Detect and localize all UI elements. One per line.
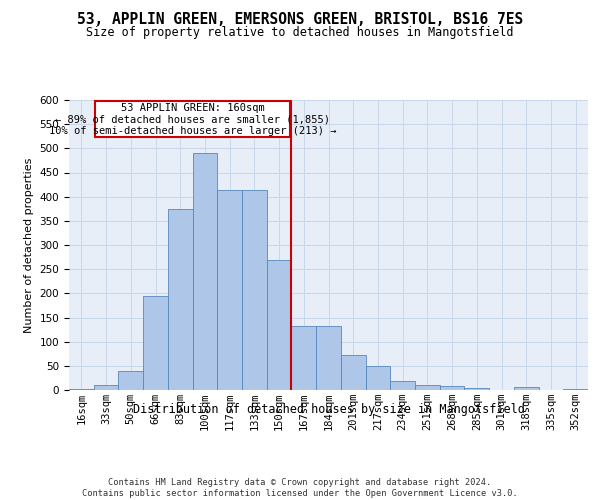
Bar [514,387,539,390]
Bar [365,366,390,390]
Text: Distribution of detached houses by size in Mangotsfield: Distribution of detached houses by size … [133,402,525,415]
Bar [563,389,588,390]
Text: 53 APPLIN GREEN: 160sqm: 53 APPLIN GREEN: 160sqm [121,103,265,113]
Text: Size of property relative to detached houses in Mangotsfield: Size of property relative to detached ho… [86,26,514,39]
Text: 10% of semi-detached houses are larger (213) →: 10% of semi-detached houses are larger (… [49,126,337,136]
Text: ← 89% of detached houses are smaller (1,855): ← 89% of detached houses are smaller (1,… [55,115,330,125]
Bar [193,153,217,390]
Bar [95,101,290,136]
Bar [292,326,316,390]
Bar [390,382,415,390]
Bar [118,370,143,390]
Bar [217,190,242,390]
Bar [94,385,118,390]
Bar [440,386,464,390]
Bar [143,296,168,390]
Y-axis label: Number of detached properties: Number of detached properties [24,158,34,332]
Bar [69,388,94,390]
Bar [415,385,440,390]
Bar [341,354,365,390]
Text: Contains HM Land Registry data © Crown copyright and database right 2024.
Contai: Contains HM Land Registry data © Crown c… [82,478,518,498]
Bar [316,326,341,390]
Bar [464,388,489,390]
Bar [242,190,267,390]
Bar [267,260,292,390]
Bar [168,209,193,390]
Text: 53, APPLIN GREEN, EMERSONS GREEN, BRISTOL, BS16 7ES: 53, APPLIN GREEN, EMERSONS GREEN, BRISTO… [77,12,523,28]
